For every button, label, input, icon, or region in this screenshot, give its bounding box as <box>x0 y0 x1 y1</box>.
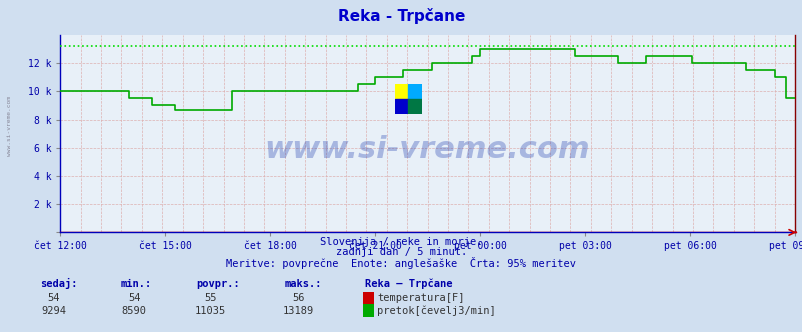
Text: 54: 54 <box>47 293 60 303</box>
Text: 56: 56 <box>292 293 305 303</box>
Text: pretok[čevelj3/min]: pretok[čevelj3/min] <box>377 305 496 316</box>
Bar <box>394 84 407 99</box>
Text: 9294: 9294 <box>41 306 67 316</box>
Text: 13189: 13189 <box>283 306 314 316</box>
Text: zadnji dan / 5 minut.: zadnji dan / 5 minut. <box>335 247 467 257</box>
Bar <box>407 84 422 99</box>
Text: 8590: 8590 <box>121 306 147 316</box>
Text: 54: 54 <box>128 293 140 303</box>
Text: maks.:: maks.: <box>285 279 322 289</box>
Text: temperatura[F]: temperatura[F] <box>377 293 464 303</box>
Text: www.si-vreme.com: www.si-vreme.com <box>7 96 12 156</box>
Text: povpr.:: povpr.: <box>196 279 240 289</box>
Text: www.si-vreme.com: www.si-vreme.com <box>265 135 589 164</box>
Text: Slovenija / reke in morje.: Slovenija / reke in morje. <box>320 237 482 247</box>
Text: Reka - Trpčane: Reka - Trpčane <box>338 8 464 24</box>
Text: sedaj:: sedaj: <box>40 278 78 289</box>
Bar <box>394 99 407 114</box>
Text: 55: 55 <box>204 293 217 303</box>
Text: min.:: min.: <box>120 279 152 289</box>
Text: Reka – Trpčane: Reka – Trpčane <box>365 279 452 289</box>
Bar <box>407 99 422 114</box>
Text: Meritve: povprečne  Enote: anglešaške  Črta: 95% meritev: Meritve: povprečne Enote: anglešaške Črt… <box>226 257 576 269</box>
Text: 11035: 11035 <box>195 306 225 316</box>
